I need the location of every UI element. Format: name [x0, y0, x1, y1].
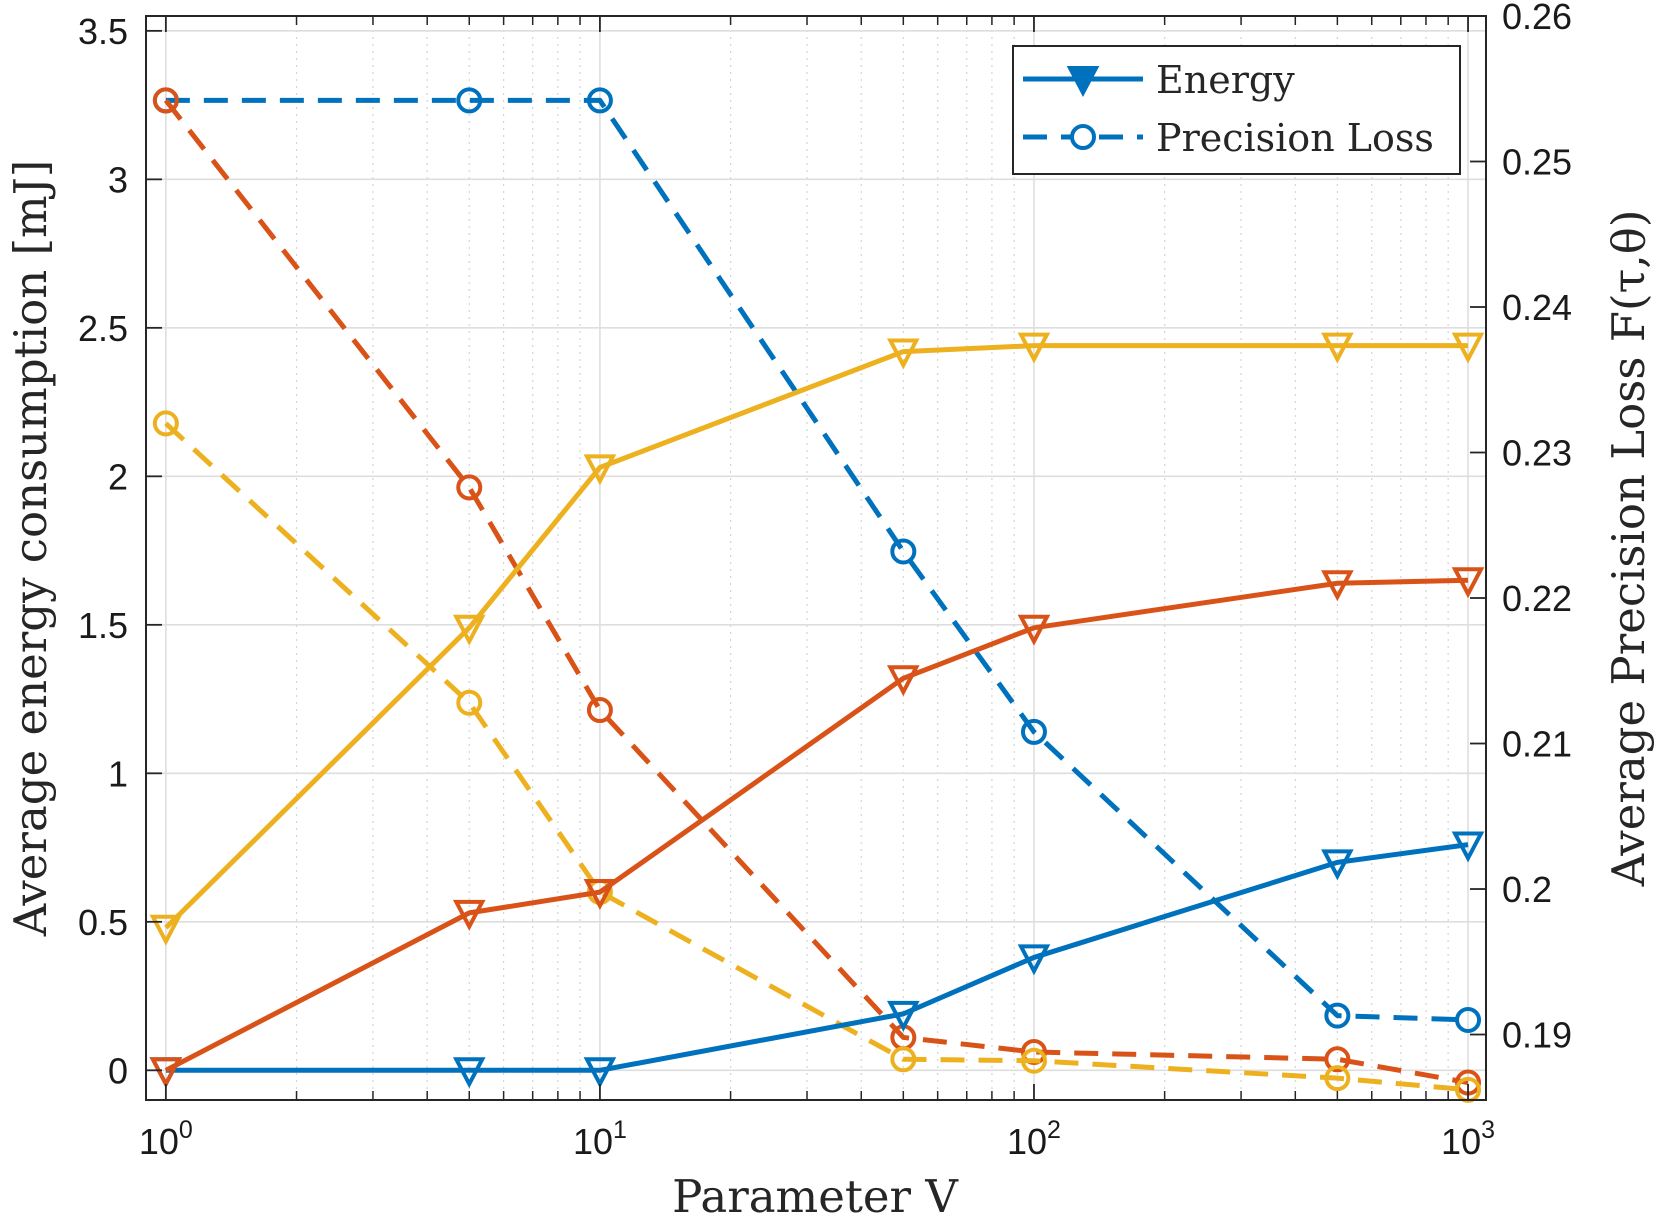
data-point-circle: [456, 689, 483, 716]
data-point-triangle: [583, 1057, 617, 1089]
legend-marker-triangle: [1066, 65, 1100, 97]
series-line: [165, 97, 1469, 1023]
y-tick-label-left: 0.5: [78, 902, 128, 943]
data-point-circle: [1324, 1002, 1351, 1029]
legend-label-precision-loss: Precision Loss: [1156, 116, 1434, 160]
series-line: [165, 842, 1469, 1073]
series-precision_loss-2: [152, 410, 1482, 1103]
y-tick-label-right: 0.23: [1502, 433, 1572, 474]
series-layer: [149, 87, 1485, 1103]
data-point-triangle: [583, 454, 617, 486]
y-tick-label-left: 3: [108, 159, 128, 200]
y-tick-label-left: 3.5: [78, 11, 128, 52]
legend: Energy Precision Loss: [1012, 45, 1461, 175]
series-line: [164, 577, 1469, 1073]
data-point-triangle: [1321, 570, 1354, 602]
data-point-circle: [1455, 1006, 1482, 1033]
data-point-circle: [586, 87, 613, 114]
y-axis-title-left: Average energy consumption [mJ]: [4, 160, 57, 938]
x-tick-labels: 100 101 102 103: [139, 1116, 1495, 1162]
data-point-circle: [1324, 1046, 1351, 1073]
major-grid: [146, 16, 1486, 1100]
y-tick-label-left: 2: [108, 456, 128, 497]
plot-frame: [145, 15, 1487, 1101]
minor-grid: [295, 16, 1449, 1100]
y-axis-title-right: Average Precision Loss F(τ,θ): [1602, 210, 1655, 888]
data-point-circle: [890, 538, 917, 565]
data-point-triangle: [149, 1057, 183, 1089]
data-point-triangle: [1451, 831, 1485, 863]
ticks-layer: [146, 15, 1486, 1100]
data-point-circle: [456, 87, 483, 114]
y-tick-label-right: 0.26: [1502, 0, 1572, 37]
data-point-triangle: [1017, 944, 1051, 976]
y-tick-label-left: 2.5: [78, 308, 128, 349]
data-point-triangle: [452, 614, 486, 646]
data-point-circle: [152, 410, 179, 437]
data-point-triangle: [149, 914, 183, 946]
data-point-circle: [1324, 1065, 1351, 1092]
data-point-circle: [1020, 1047, 1047, 1074]
data-point-triangle: [1451, 567, 1485, 599]
y-tick-label-right: 0.2: [1502, 869, 1552, 910]
y-tick-labels-left: 0 0.5 1 1.5 2 2.5 3 3.5: [78, 11, 128, 1091]
y-tick-label-left: 1: [108, 753, 128, 794]
legend-marker-circle: [1070, 124, 1096, 150]
y-tick-label-right: 0.19: [1502, 1015, 1572, 1056]
data-point-triangle: [583, 879, 617, 911]
data-point-triangle: [1321, 332, 1354, 364]
y-tick-label-left: 1.5: [78, 605, 128, 646]
data-point-triangle: [1321, 849, 1354, 881]
y-tick-label-left: 0: [108, 1050, 128, 1091]
series-line: [164, 343, 1469, 930]
y-tick-label-right: 0.24: [1502, 287, 1572, 328]
legend-sample-precision-loss: [1023, 124, 1143, 150]
series-energy-1: [149, 567, 1485, 1089]
data-point-circle: [586, 697, 613, 724]
data-point-circle: [152, 87, 179, 114]
data-point-triangle: [452, 899, 486, 931]
data-point-triangle: [452, 1057, 486, 1089]
data-point-triangle: [1017, 332, 1051, 364]
x-tick-label: 101: [573, 1116, 627, 1162]
legend-label-energy: Energy: [1156, 58, 1295, 102]
y-tick-label-right: 0.22: [1502, 578, 1572, 619]
y-tick-labels-right: 0.19 0.2 0.21 0.22 0.23 0.24 0.25 0.26: [1502, 0, 1572, 1056]
series-line: [164, 421, 1469, 1093]
data-point-circle: [890, 1046, 917, 1073]
legend-sample-energy: [1023, 65, 1143, 97]
data-point-triangle: [886, 665, 920, 697]
data-point-circle: [1020, 718, 1047, 745]
x-tick-label: 100: [139, 1116, 193, 1162]
x-tick-label: 102: [1007, 1116, 1061, 1162]
y-tick-label-right: 0.21: [1502, 724, 1572, 765]
series-energy-2: [149, 332, 1485, 946]
data-point-circle: [456, 474, 483, 501]
data-point-triangle: [1451, 332, 1485, 364]
series-line: [163, 98, 1469, 1086]
x-axis-title: Parameter V: [672, 1170, 959, 1223]
data-point-triangle: [886, 338, 920, 370]
data-point-triangle: [886, 1000, 920, 1032]
data-point-triangle: [1017, 614, 1051, 646]
y-tick-label-right: 0.25: [1502, 142, 1572, 183]
x-tick-label: 103: [1441, 1116, 1495, 1162]
